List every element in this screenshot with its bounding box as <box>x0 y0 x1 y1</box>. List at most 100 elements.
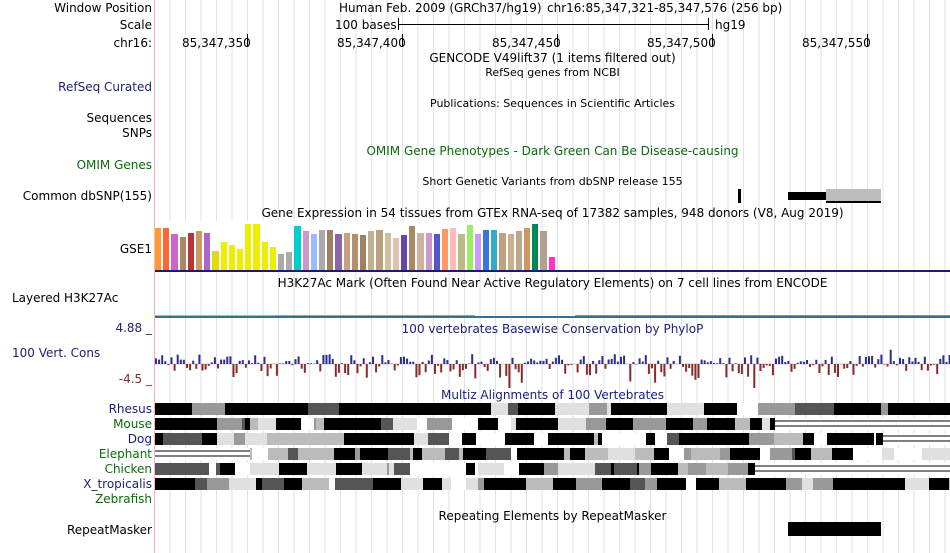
species-label-dog[interactable]: Dog <box>127 432 152 446</box>
gtex-tissue-bar[interactable] <box>278 254 285 270</box>
gtex-tissue-bar[interactable] <box>442 229 449 270</box>
gtex-tissue-bar[interactable] <box>187 233 194 270</box>
gtex-tissue-bar[interactable] <box>335 234 342 270</box>
alignment-block <box>478 478 484 490</box>
refseq-label[interactable]: RefSeq Curated <box>58 80 152 94</box>
phylop-bar <box>799 361 802 364</box>
gtex-tissue-bar[interactable] <box>228 245 235 270</box>
gtex-tissue-bar[interactable] <box>425 233 432 270</box>
gtex-tissue-bar[interactable] <box>286 252 293 270</box>
gtex-tissue-bar[interactable] <box>155 228 162 270</box>
phylop-bar <box>238 360 241 364</box>
species-label-mouse[interactable]: Mouse <box>113 417 152 431</box>
gtex-tissue-bar[interactable] <box>384 233 391 270</box>
refseq-track-title[interactable]: RefSeq genes from NCBI <box>485 66 620 79</box>
publications-track-title[interactable]: Publications: Sequences in Scientific Ar… <box>430 97 675 110</box>
phylop-bar <box>589 364 591 376</box>
omim-label[interactable]: OMIM Genes <box>76 158 152 172</box>
phylop-bar <box>523 362 526 364</box>
gtex-tissue-bar[interactable] <box>220 242 227 270</box>
species-label-elephant[interactable]: Elephant <box>98 447 152 461</box>
h3k27-track-title[interactable]: H3K27Ac Mark (Often Found Near Active Re… <box>277 276 828 290</box>
gtex-tissue-bar[interactable] <box>310 234 317 270</box>
gtex-bar-chart[interactable] <box>155 221 555 270</box>
multiz-track-title[interactable]: Multiz Alignments of 100 Vertebrates <box>440 388 665 402</box>
vert-cons-label[interactable]: 100 Vert. Cons <box>12 346 101 360</box>
gtex-tissue-bar[interactable] <box>360 235 367 270</box>
species-label-xtropicalis[interactable]: X_tropicalis <box>83 477 152 491</box>
omim-track-title[interactable]: OMIM Gene Phenotypes - Dark Green Can Be… <box>366 144 739 158</box>
gtex-tissue-bar[interactable] <box>376 230 383 270</box>
gtex-tissue-bar[interactable] <box>450 228 457 270</box>
gtex-tissue-bar[interactable] <box>204 233 211 270</box>
repeatmasker-label[interactable]: RepeatMasker <box>66 523 152 537</box>
gtex-tissue-bar[interactable] <box>466 225 473 270</box>
phylop-bar <box>647 364 650 374</box>
alignment-block <box>430 403 452 415</box>
gtex-tissue-bar[interactable] <box>458 234 465 270</box>
gtex-tissue-bar[interactable] <box>474 234 481 270</box>
gtex-tissue-bar[interactable] <box>417 233 424 270</box>
gtex-tissue-bar[interactable] <box>392 238 399 270</box>
gtex-tissue-bar[interactable] <box>261 242 268 270</box>
sequences-label[interactable]: Sequences <box>86 111 152 125</box>
phylop-bar <box>217 364 219 369</box>
multiz-alignment[interactable] <box>155 402 950 497</box>
gtex-tissue-bar[interactable] <box>532 224 539 270</box>
gse1-label[interactable]: GSE1 <box>119 242 152 256</box>
dbsnp-variant-2[interactable] <box>788 192 826 200</box>
gtex-tissue-bar[interactable] <box>401 235 408 270</box>
gtex-tissue-bar[interactable] <box>237 249 244 270</box>
phylop-bar <box>452 364 455 370</box>
gtex-tissue-bar[interactable] <box>491 230 498 270</box>
gtex-tissue-bar[interactable] <box>507 234 514 270</box>
gtex-tissue-bar[interactable] <box>483 230 490 270</box>
phylop-bar <box>576 364 579 373</box>
gtex-tissue-bar[interactable] <box>548 257 555 270</box>
repeatmasker-track-title[interactable]: Repeating Elements by RepeatMasker <box>438 509 667 523</box>
gtex-tissue-bar[interactable] <box>212 251 219 270</box>
gtex-tissue-bar[interactable] <box>245 224 252 270</box>
gtex-tissue-bar[interactable] <box>179 237 186 270</box>
h3k27-label[interactable]: Layered H3K27Ac <box>12 291 119 305</box>
gtex-tissue-bar[interactable] <box>294 226 301 270</box>
gtex-tissue-bar[interactable] <box>163 228 170 270</box>
gtex-tissue-bar[interactable] <box>524 228 531 270</box>
dbsnp-track-title[interactable]: Short Genetic Variants from dbSNP releas… <box>422 175 683 188</box>
phylop-bar <box>387 360 390 364</box>
tracks-panel[interactable]: Human Feb. 2009 (GRCh37/hg19) chr16:85,3… <box>155 0 950 553</box>
gtex-tissue-bar[interactable] <box>327 230 334 270</box>
gtex-tissue-bar[interactable] <box>196 231 203 270</box>
dbsnp-variant-3[interactable] <box>826 189 881 203</box>
gtex-tissue-bar[interactable] <box>343 233 350 270</box>
phylop-bar <box>362 358 365 364</box>
scale-bar-right-tick <box>708 18 709 30</box>
gtex-tissue-bar[interactable] <box>269 247 276 270</box>
alignment-block <box>762 418 770 430</box>
gtex-tissue-bar[interactable] <box>540 231 547 270</box>
gtex-track-title[interactable]: Gene Expression in 54 tissues from GTEx … <box>261 206 844 220</box>
gtex-tissue-bar[interactable] <box>351 234 358 270</box>
repeat-element[interactable] <box>788 522 881 536</box>
dbsnp-variant-1[interactable] <box>738 189 741 203</box>
phylop-track-title[interactable]: 100 vertebrates Basewise Conservation by… <box>401 322 704 336</box>
gtex-tissue-bar[interactable] <box>368 231 375 270</box>
gtex-tissue-bar[interactable] <box>515 231 522 270</box>
species-label-chicken[interactable]: Chicken <box>104 462 152 476</box>
gtex-tissue-bar[interactable] <box>171 234 178 270</box>
species-label-rhesus[interactable]: Rhesus <box>108 402 152 416</box>
snps-label[interactable]: SNPs <box>122 126 152 140</box>
gencode-track-title[interactable]: GENCODE V49lift37 (1 items filtered out) <box>429 51 676 65</box>
gtex-tissue-bar[interactable] <box>319 230 326 270</box>
phylop-bar <box>654 364 657 383</box>
phylop-bar <box>201 364 204 371</box>
gtex-tissue-bar[interactable] <box>433 234 440 270</box>
species-label-zebrafish[interactable]: Zebrafish <box>95 492 152 506</box>
gtex-tissue-bar[interactable] <box>302 231 309 270</box>
alignment-block <box>638 433 646 445</box>
phylop-chart[interactable] <box>155 338 950 388</box>
gtex-tissue-bar[interactable] <box>409 226 416 270</box>
dbsnp-label[interactable]: Common dbSNP(155) <box>22 189 152 203</box>
gtex-tissue-bar[interactable] <box>499 233 506 270</box>
gtex-tissue-bar[interactable] <box>253 224 260 270</box>
